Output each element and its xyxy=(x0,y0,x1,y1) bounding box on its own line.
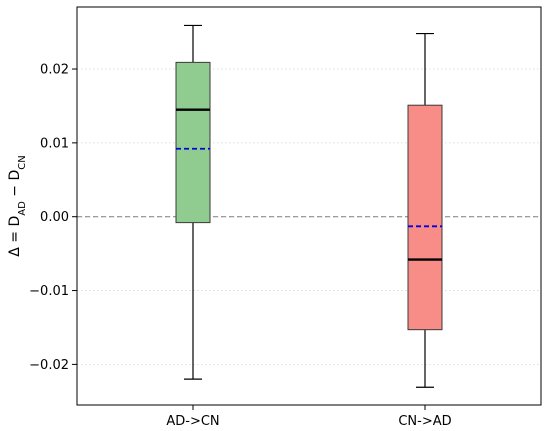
y-axis-ticks: −0.02 −0.01 0.00 0.01 0.02 xyxy=(29,63,77,373)
y-axis-label-mid: − D xyxy=(7,170,23,201)
y-axis-label-sub1: AD xyxy=(17,201,28,216)
y-axis-label-prefix: Δ = D xyxy=(7,216,23,257)
y-axis-label: Δ = DAD − DCN xyxy=(7,155,28,256)
box-group xyxy=(407,32,443,388)
y-axis-label-sub2: CN xyxy=(17,155,28,169)
y-tick-label: 0.02 xyxy=(40,63,69,78)
plot-frame xyxy=(76,6,542,406)
boxes xyxy=(175,24,443,388)
y-tick-label: −0.02 xyxy=(29,358,69,373)
iqr-box xyxy=(175,61,211,224)
x-tick-label: CN->AD xyxy=(398,414,451,429)
box-group xyxy=(175,24,211,380)
y-tick-label: −0.01 xyxy=(29,284,69,299)
iqr-box xyxy=(407,104,443,331)
x-tick-label: AD->CN xyxy=(166,414,219,429)
y-tick-label: 0.00 xyxy=(40,210,69,225)
x-axis-ticks: AD->CN CN->AD xyxy=(166,405,452,429)
y-tick-label: 0.01 xyxy=(40,136,69,151)
